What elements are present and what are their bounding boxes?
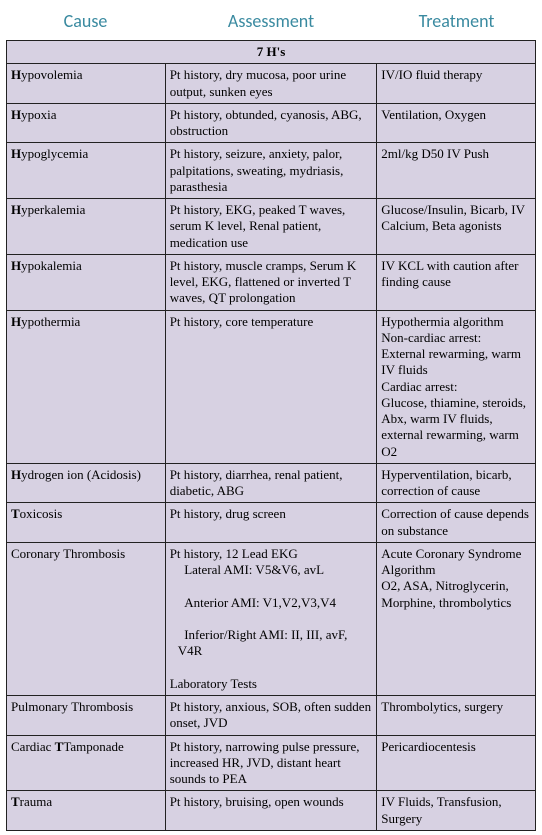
cell-treatment: IV Fluids, Transfusion, Surgery: [377, 791, 536, 831]
hs-ts-table: 7 H's HypovolemiaPt history, dry mucosa,…: [6, 40, 536, 831]
cell-treatment: 2ml/kg D50 IV Push: [377, 143, 536, 199]
cell-cause: Cardiac TTamponade: [7, 735, 166, 791]
cell-treatment: IV/IO fluid therapy: [377, 64, 536, 104]
cell-treatment: Thrombolytics, surgery: [377, 696, 536, 736]
cell-cause: Hypokalemia: [7, 254, 166, 310]
cell-assessment: Pt history, seizure, anxiety, palor, pal…: [165, 143, 377, 199]
cell-treatment: Correction of cause depends on substance: [377, 503, 536, 543]
cell-assessment: Pt history, bruising, open wounds: [165, 791, 377, 831]
cell-treatment: IV KCL with caution after finding cause: [377, 254, 536, 310]
header-assessment: Assessment: [165, 10, 377, 32]
cell-treatment: Glucose/Insulin, Bicarb, IV Calcium, Bet…: [377, 199, 536, 255]
cell-cause: Hyperkalemia: [7, 199, 166, 255]
table-row: Hydrogen ion (Acidosis)Pt history, diarr…: [7, 463, 536, 503]
cell-assessment: Pt history, drug screen: [165, 503, 377, 543]
header-treatment: Treatment: [377, 10, 536, 32]
cell-assessment: Pt history, EKG, peaked T waves, serum K…: [165, 199, 377, 255]
table-row: HypokalemiaPt history, muscle cramps, Se…: [7, 254, 536, 310]
cell-assessment: Pt history, anxious, SOB, often sudden o…: [165, 696, 377, 736]
cell-cause: Hypothermia: [7, 310, 166, 463]
column-headers: Cause Assessment Treatment: [6, 4, 536, 40]
cell-treatment: Ventilation, Oxygen: [377, 103, 536, 143]
table-row: TraumaPt history, bruising, open woundsI…: [7, 791, 536, 831]
cell-cause: Hypoglycemia: [7, 143, 166, 199]
cell-cause: Toxicosis: [7, 503, 166, 543]
cell-treatment: Pericardiocentesis: [377, 735, 536, 791]
cell-treatment: Hyperventilation, bicarb, correction of …: [377, 463, 536, 503]
cell-cause: Pulmonary Thrombosis: [7, 696, 166, 736]
table-row: ToxicosisPt history, drug screenCorrecti…: [7, 503, 536, 543]
cell-cause: Coronary Thrombosis: [7, 542, 166, 695]
cell-cause: Trauma: [7, 791, 166, 831]
cell-cause: Hypoxia: [7, 103, 166, 143]
table-row: Pulmonary ThrombosisPt history, anxious,…: [7, 696, 536, 736]
cell-treatment: Hypothermia algorithmNon-cardiac arrest:…: [377, 310, 536, 463]
table-row: Cardiac TTamponadePt history, narrowing …: [7, 735, 536, 791]
cell-treatment: Acute Coronary Syndrome AlgorithmO2, ASA…: [377, 542, 536, 695]
cell-assessment: Pt history, obtunded, cyanosis, ABG, obs…: [165, 103, 377, 143]
table-row: HypoglycemiaPt history, seizure, anxiety…: [7, 143, 536, 199]
cell-cause: Hypovolemia: [7, 64, 166, 104]
cell-assessment: Pt history, core temperature: [165, 310, 377, 463]
table-row: Coronary ThrombosisPt history, 12 Lead E…: [7, 542, 536, 695]
cell-assessment: Pt history, narrowing pulse pressure, in…: [165, 735, 377, 791]
table-row: HypoxiaPt history, obtunded, cyanosis, A…: [7, 103, 536, 143]
cell-assessment: Pt history, dry mucosa, poor urine outpu…: [165, 64, 377, 104]
section-row: 7 H's: [7, 41, 536, 64]
cell-assessment: Pt history, muscle cramps, Serum K level…: [165, 254, 377, 310]
table-row: HyperkalemiaPt history, EKG, peaked T wa…: [7, 199, 536, 255]
cell-assessment: Pt history, 12 Lead EKG Lateral AMI: V5&…: [165, 542, 377, 695]
cell-cause: Hydrogen ion (Acidosis): [7, 463, 166, 503]
table-row: HypovolemiaPt history, dry mucosa, poor …: [7, 64, 536, 104]
table-row: HypothermiaPt history, core temperatureH…: [7, 310, 536, 463]
section-title: 7 H's: [7, 41, 536, 64]
header-cause: Cause: [6, 10, 165, 32]
cell-assessment: Pt history, diarrhea, renal patient, dia…: [165, 463, 377, 503]
